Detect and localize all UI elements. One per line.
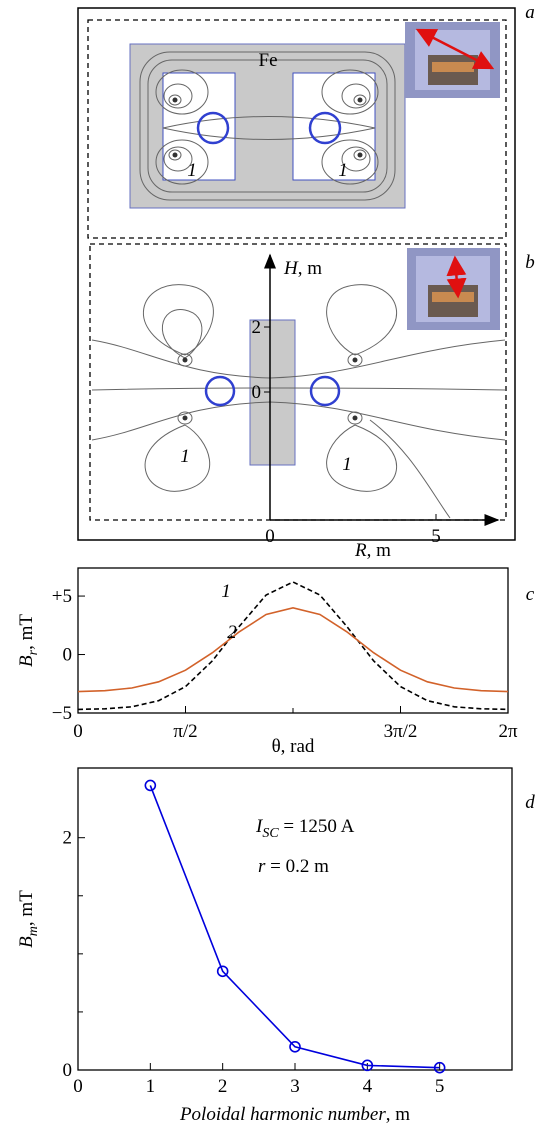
x-axis-label: Poloidal harmonic number, m (179, 1104, 410, 1125)
symbol: I (255, 816, 264, 837)
coil-label: 1 (180, 446, 190, 467)
y-axis-label: Br, mT (16, 614, 41, 667)
data-point (144, 779, 157, 792)
x-tick-label: 1 (146, 1076, 156, 1097)
unit: , m (298, 258, 323, 279)
panel-letter: a (525, 2, 535, 23)
x-tick-label: 5 (435, 1076, 445, 1097)
x-tick-label: 3 (290, 1076, 300, 1097)
rest: = 1250 A (279, 816, 355, 837)
y-tick-label: +5 (52, 586, 72, 607)
panel-a-drawing (129, 22, 500, 209)
y-axis-label: H, m (283, 258, 322, 279)
annotation: ISC = 1250 A (255, 816, 355, 841)
panel-letter: d (525, 792, 535, 813)
symbol: H (283, 258, 299, 279)
annotation: r = 0.2 m (258, 856, 329, 877)
rest: = 0.2 m (265, 856, 329, 877)
y-tick-label: 0 (63, 645, 73, 666)
plot-frame (77, 767, 513, 1071)
x-tick-label: 2 (218, 1076, 228, 1097)
x-tick-label: π/2 (173, 721, 197, 742)
subscript: r (26, 649, 41, 655)
plot-frame (77, 567, 509, 714)
x-tick-label: 0 (265, 526, 275, 547)
x-tick-label: 5 (431, 526, 441, 547)
y-tick-label: 0 (252, 382, 262, 403)
panel-letter: c (526, 584, 535, 605)
subscript: m (26, 926, 41, 936)
series-line (77, 606, 509, 693)
coil-label: 1 (338, 160, 348, 181)
panel-a-box (87, 19, 507, 239)
x-tick-label: 0 (73, 1076, 83, 1097)
rest: , mT (16, 890, 37, 926)
subscript: SC (262, 826, 279, 841)
x-axis-label: θ, rad (272, 736, 315, 757)
series-line (77, 581, 509, 711)
italic-part: Poloidal harmonic number (179, 1104, 386, 1125)
series-line (149, 785, 440, 1069)
y-tick-label: −5 (52, 703, 72, 724)
coil-label: 1 (342, 454, 352, 475)
rest: , mT (16, 614, 37, 650)
x-tick-label: 4 (363, 1076, 373, 1097)
data-point (289, 1040, 301, 1053)
panel-b-drawing (91, 248, 506, 526)
symbol: R (354, 540, 367, 561)
y-tick-label: 2 (63, 828, 73, 849)
y-tick-label: 2 (252, 317, 262, 338)
x-tick-label: 3π/2 (384, 721, 418, 742)
unit: , m (367, 540, 392, 561)
y-axis-label: Bm, mT (16, 890, 41, 948)
data-point (216, 965, 229, 978)
x-tick-label: 0 (73, 721, 83, 742)
rest: , m (386, 1104, 411, 1125)
symbol: B (16, 655, 37, 667)
coil-label: 1 (187, 160, 197, 181)
panel-letter: b (525, 252, 535, 273)
symbol: r (258, 856, 266, 877)
data-point (433, 1061, 446, 1074)
series-label: 2 (227, 622, 237, 643)
material-label: Fe (259, 50, 278, 71)
x-tick-label: 2π (498, 721, 518, 742)
panel-frame (77, 7, 516, 541)
series-label: 1 (221, 581, 231, 602)
y-tick-label: 0 (63, 1060, 73, 1081)
data-point (361, 1059, 374, 1072)
x-axis-label: R, m (354, 540, 391, 561)
symbol: B (16, 936, 37, 948)
